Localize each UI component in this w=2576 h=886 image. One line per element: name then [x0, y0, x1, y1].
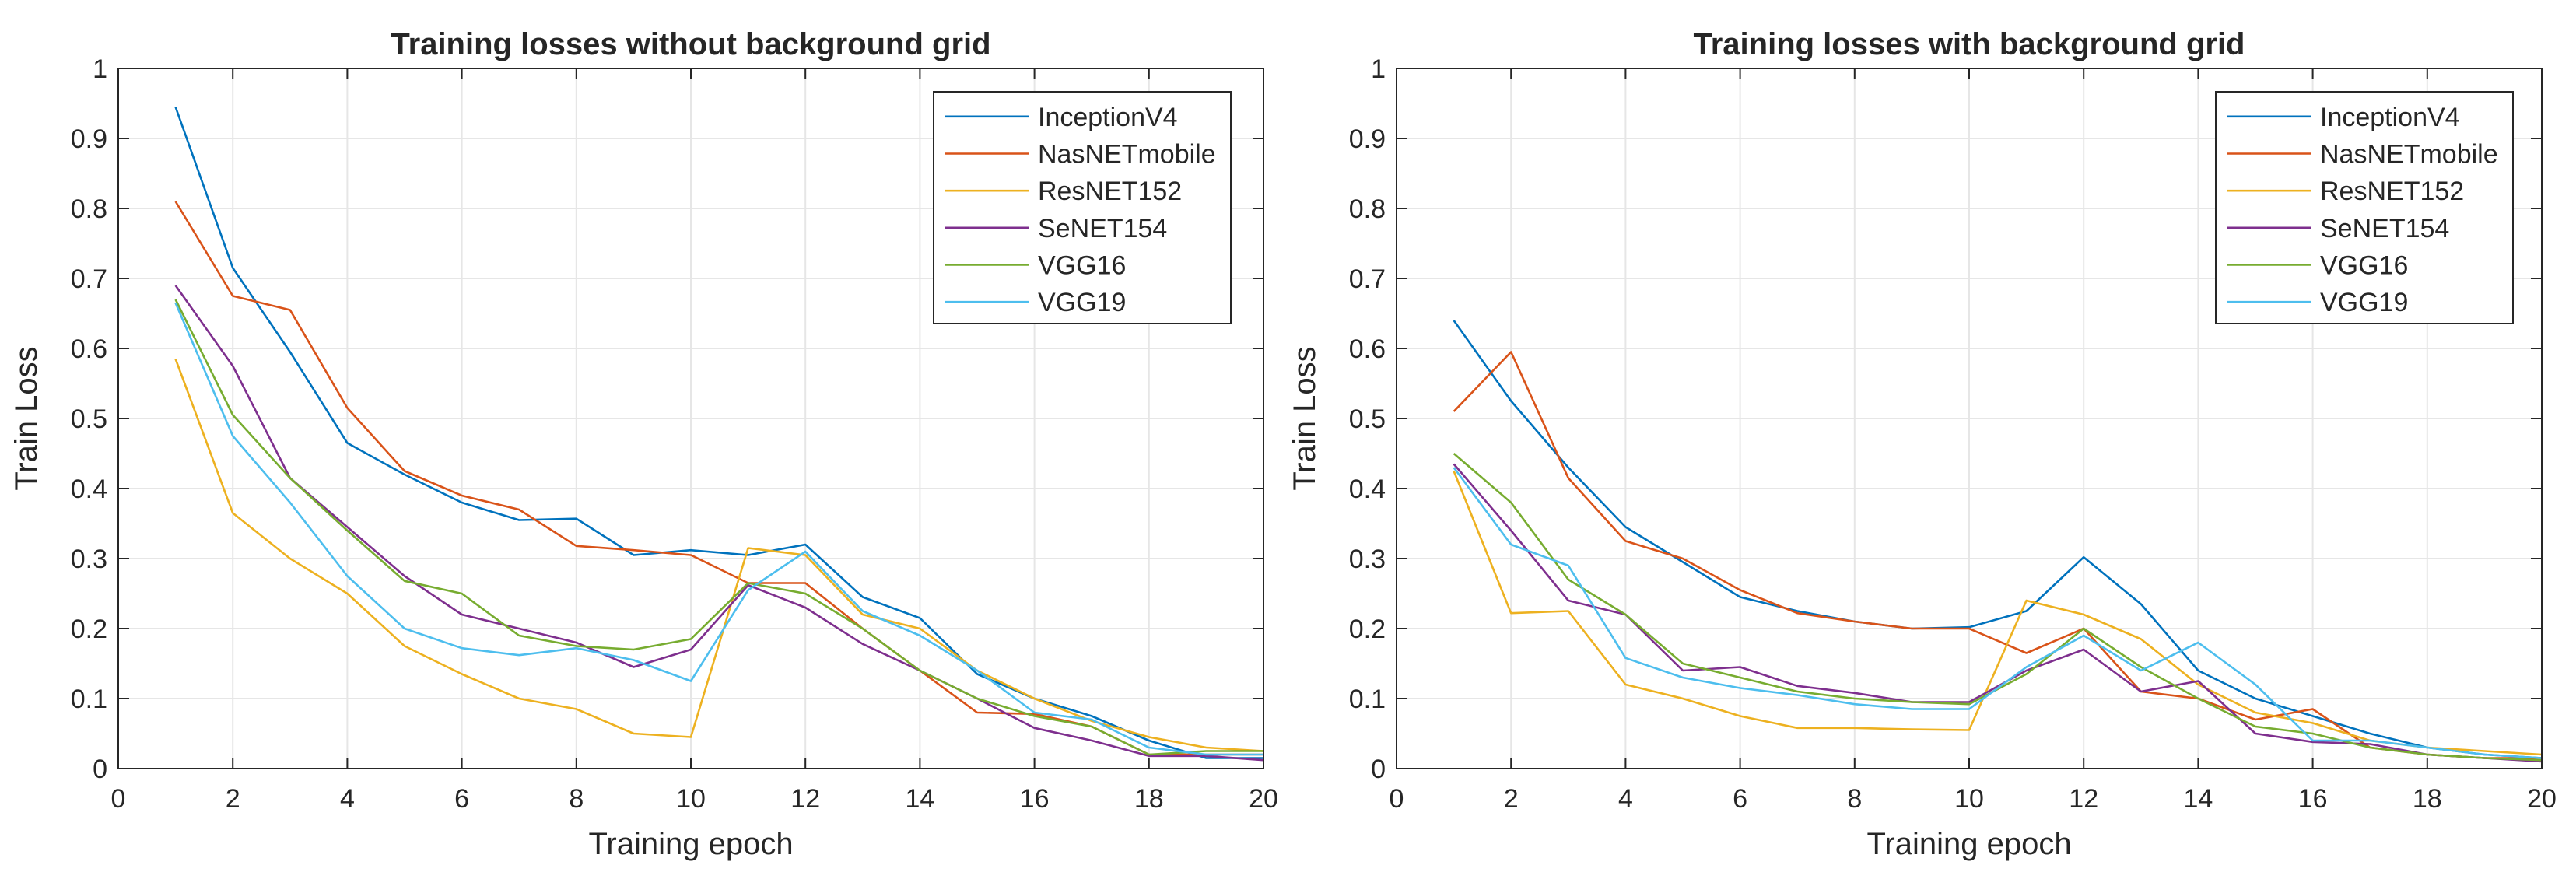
y-tick-label: 0.9 — [71, 124, 107, 154]
legend-entry-label: VGG19 — [2320, 288, 2408, 317]
legend-entry-label: SeNET154 — [2320, 214, 2449, 243]
y-tick-label: 0.7 — [71, 264, 107, 294]
series-line-resnet152 — [1453, 471, 2543, 756]
y-tick-label: 0.5 — [71, 404, 107, 434]
legend-entry-label: InceptionV4 — [2320, 103, 2460, 132]
x-tick-label: 16 — [1020, 784, 1050, 814]
x-tick-label: 0 — [111, 784, 126, 814]
y-tick-label: 0.3 — [1349, 545, 1386, 574]
y-tick-label: 0.2 — [1349, 615, 1386, 644]
y-tick-label: 0.8 — [71, 194, 107, 224]
x-tick-label: 2 — [226, 784, 240, 814]
x-tick-label: 6 — [454, 784, 469, 814]
series-line-inceptionv4 — [1453, 320, 2543, 759]
y-tick-label: 0.1 — [71, 685, 107, 714]
legend-entry-label: VGG16 — [2320, 251, 2408, 281]
x-tick-label: 6 — [1733, 784, 1747, 814]
y-tick-label: 0.4 — [71, 475, 107, 504]
x-axis-label: Training epoch — [1866, 827, 2071, 861]
x-tick-label: 14 — [905, 784, 934, 814]
chart-title: Training losses without background grid — [391, 27, 990, 61]
legend-entry-label: ResNET152 — [2320, 177, 2464, 206]
chart-title: Training losses with background grid — [1694, 27, 2245, 61]
y-tick-label: 0.8 — [1349, 194, 1386, 224]
y-axis-label: Train Loss — [9, 346, 44, 490]
x-tick-label: 18 — [1134, 784, 1164, 814]
legend-entry-label: VGG19 — [1038, 288, 1126, 317]
legend-entry-label: SeNET154 — [1038, 214, 1167, 243]
y-tick-label: 0.1 — [1349, 685, 1386, 714]
series-line-vgg19 — [1453, 467, 2543, 759]
legend-box — [933, 91, 1232, 324]
x-tick-label: 2 — [1504, 784, 1519, 814]
y-tick-label: 0.3 — [71, 545, 107, 574]
x-tick-label: 12 — [790, 784, 820, 814]
y-axis-label: Train Loss — [1288, 346, 1322, 490]
y-tick-label: 0.6 — [1349, 334, 1386, 364]
y-tick-label: 1 — [93, 54, 107, 84]
legend: InceptionV4 NasNETmobile ResNET152 SeNET154… — [2215, 91, 2514, 324]
y-tick-label: 0.9 — [1349, 124, 1386, 154]
legend-box — [2215, 91, 2514, 324]
x-tick-label: 0 — [1390, 784, 1404, 814]
series-line-vgg16 — [174, 299, 1263, 756]
x-tick-label: 4 — [1618, 784, 1633, 814]
chart-with-background-grid: 0 2 4 6 8 10 12 14 16 18 20 0 0.1 0.2 0.3 0.4 0.5 0.6 0.7 0… — [1288, 27, 2557, 861]
y-tick-label: 0.2 — [71, 615, 107, 644]
y-tick-label: 0.4 — [1349, 475, 1386, 504]
x-tick-label: 16 — [2298, 784, 2328, 814]
y-tick-label: 0.6 — [71, 334, 107, 364]
x-tick-label: 10 — [676, 784, 706, 814]
legend-entry-label: VGG16 — [1038, 251, 1126, 281]
legend-entry-label: NasNETmobile — [2320, 140, 2498, 170]
x-tick-label: 4 — [340, 784, 355, 814]
y-tick-label: 0 — [1371, 755, 1386, 784]
y-tick-label: 1 — [1371, 54, 1386, 84]
x-tick-label: 20 — [1249, 784, 1278, 814]
y-tick-label: 0.7 — [1349, 264, 1386, 294]
legend-entry-label: NasNETmobile — [1038, 140, 1216, 170]
series-line-senet154 — [174, 285, 1264, 762]
chart-without-background-grid: 0 2 4 6 8 10 12 14 16 18 20 0 0.1 0.2 0.3 0.4 0.5 0.6 0.7 0… — [9, 27, 1278, 861]
x-tick-label: 20 — [2527, 784, 2557, 814]
legend: InceptionV4 NasNETmobile ResNET152 SeNET154… — [933, 91, 1232, 324]
x-tick-label: 18 — [2413, 784, 2442, 814]
series-line-vgg19 — [174, 302, 1263, 756]
series-line-resnet152 — [174, 359, 1264, 752]
x-tick-label: 8 — [1847, 784, 1862, 814]
legend-entry-label: ResNET152 — [1038, 177, 1182, 206]
x-tick-label: 10 — [1954, 784, 1984, 814]
x-tick-label: 8 — [569, 784, 584, 814]
x-tick-label: 14 — [2183, 784, 2213, 814]
y-tick-label: 0 — [93, 755, 107, 784]
y-tick-label: 0.5 — [1349, 404, 1386, 434]
legend-entry-label: InceptionV4 — [1038, 103, 1178, 132]
x-axis-label: Training epoch — [588, 827, 793, 861]
x-tick-label: 12 — [2069, 784, 2098, 814]
series-line-inceptionv4 — [174, 107, 1263, 759]
